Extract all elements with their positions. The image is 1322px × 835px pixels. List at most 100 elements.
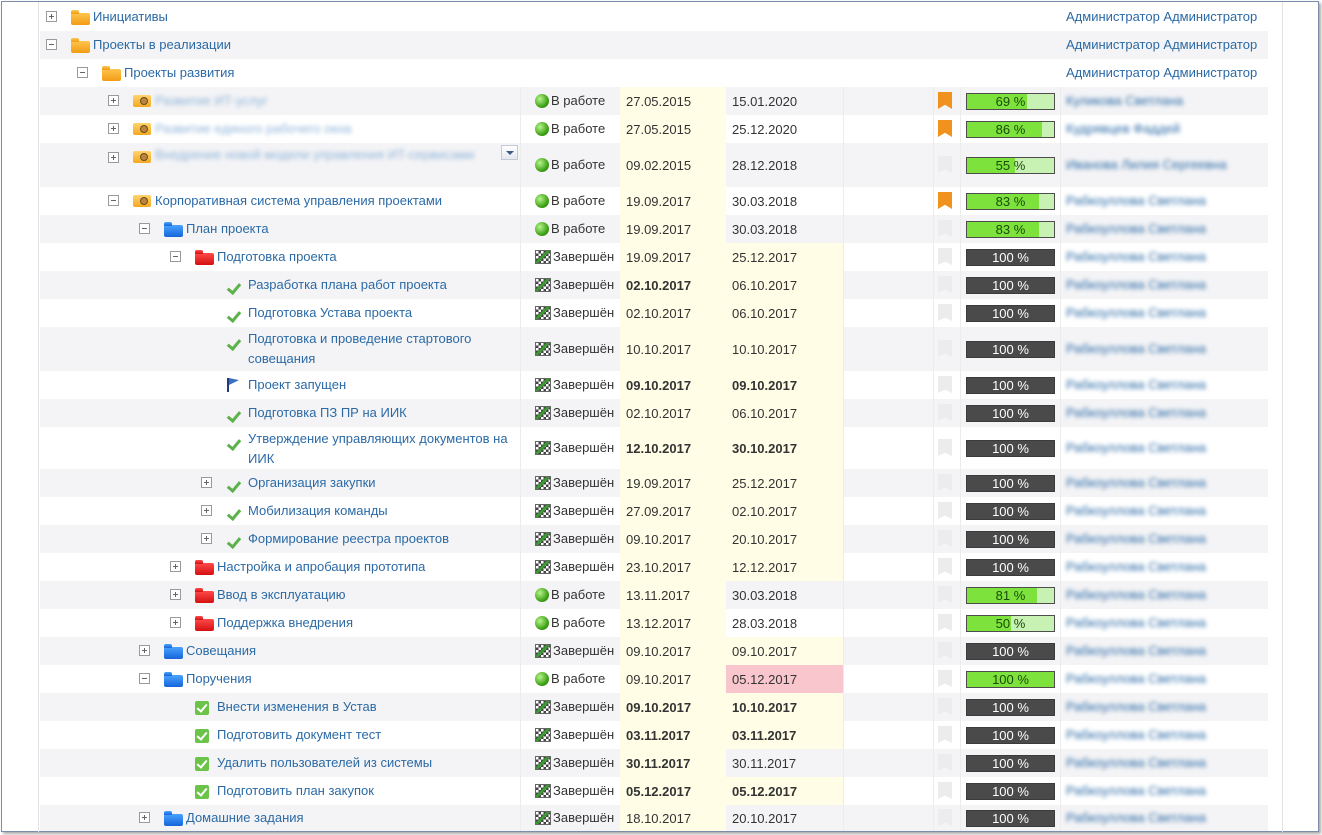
bookmark-icon[interactable] xyxy=(938,782,952,799)
row-title-link[interactable]: Организация закупки xyxy=(248,475,376,490)
owner-link[interactable]: Куликова Светлана xyxy=(1066,93,1184,108)
owner-link[interactable]: Рабкоуллова Светлана xyxy=(1066,305,1207,320)
owner-link[interactable]: Рабкоуллова Светлана xyxy=(1066,755,1207,770)
owner-link[interactable]: Рабкоуллова Светлана xyxy=(1066,475,1207,490)
row-title-link[interactable]: Удалить пользователей из системы xyxy=(217,755,433,770)
row-title-link[interactable]: Внести изменения в Устав xyxy=(217,699,377,714)
row-title-link[interactable]: Поддержка внедрения xyxy=(217,615,353,630)
bookmark-icon[interactable] xyxy=(938,614,952,631)
bookmark-icon[interactable] xyxy=(938,698,952,715)
owner-link[interactable]: Рабкоуллова Светлана xyxy=(1066,643,1207,658)
owner-link[interactable]: Администратор Администратор xyxy=(1066,9,1258,24)
expand-toggle[interactable] xyxy=(201,533,212,544)
row-title-link[interactable]: Домашние задания xyxy=(186,810,304,825)
owner-link[interactable]: Администратор Администратор xyxy=(1066,37,1258,52)
row-title-link[interactable]: Подготовка проекта xyxy=(217,249,337,264)
row-title-link[interactable]: Подготовить план закупок xyxy=(217,783,374,798)
expand-toggle[interactable] xyxy=(170,617,181,628)
expand-toggle[interactable] xyxy=(170,589,181,600)
bookmark-icon[interactable] xyxy=(938,340,952,357)
bookmark-icon[interactable] xyxy=(938,120,952,137)
bookmark-icon[interactable] xyxy=(938,586,952,603)
bookmark-icon[interactable] xyxy=(938,248,952,265)
owner-link[interactable]: Рабкоуллова Светлана xyxy=(1066,587,1207,602)
expand-toggle[interactable] xyxy=(46,11,57,22)
row-title-link[interactable]: Ввод в эксплуатацию xyxy=(217,587,346,602)
owner-link[interactable]: Рабкоуллова Светлана xyxy=(1066,193,1207,208)
bookmark-icon[interactable] xyxy=(938,439,952,456)
owner-link[interactable]: Рабкоуллова Светлана xyxy=(1066,249,1207,264)
bookmark-icon[interactable] xyxy=(938,809,952,826)
row-menu-dropdown[interactable] xyxy=(501,145,518,160)
bookmark-icon[interactable] xyxy=(938,558,952,575)
bookmark-icon[interactable] xyxy=(938,276,952,293)
row-title-link[interactable]: Подготовка Устава проекта xyxy=(248,305,413,320)
owner-link[interactable]: Рабкоуллова Светлана xyxy=(1066,699,1207,714)
owner-link[interactable]: Рабкоуллова Светлана xyxy=(1066,810,1207,825)
row-title-link[interactable]: Поручения xyxy=(186,671,252,686)
owner-link[interactable]: Рабкоуллова Светлана xyxy=(1066,405,1207,420)
owner-link[interactable]: Рабкоуллова Светлана xyxy=(1066,727,1207,742)
expand-toggle[interactable] xyxy=(139,645,150,656)
bookmark-icon[interactable] xyxy=(938,474,952,491)
owner-link[interactable]: Рабкоуллова Светлана xyxy=(1066,671,1207,686)
collapse-toggle[interactable] xyxy=(170,251,181,262)
owner-link[interactable]: Рабкоуллова Светлана xyxy=(1066,531,1207,546)
row-title-link[interactable]: Подготовка ПЗ ПР на ИИК xyxy=(248,405,407,420)
owner-link[interactable]: Рабкоуллова Светлана xyxy=(1066,277,1207,292)
row-title-link[interactable]: Внедрение новой модели управления ИТ-сер… xyxy=(155,147,475,162)
expand-toggle[interactable] xyxy=(108,95,119,106)
bookmark-icon[interactable] xyxy=(938,502,952,519)
expand-toggle[interactable] xyxy=(108,152,119,163)
owner-link[interactable]: Рабкоуллова Светлана xyxy=(1066,559,1207,574)
bookmark-icon[interactable] xyxy=(938,642,952,659)
row-title-link[interactable]: Разработка плана работ проекта xyxy=(248,277,447,292)
row-title-link[interactable]: Проекты в реализации xyxy=(93,37,231,52)
row-title-link[interactable]: Формирование реестра проектов xyxy=(248,531,449,546)
owner-link[interactable]: Рабкоуллова Светлана xyxy=(1066,440,1207,455)
row-title-link[interactable]: Инициативы xyxy=(93,9,168,24)
row-title-link[interactable]: Утверждение управляющих документов на ИИ… xyxy=(248,431,508,466)
expand-toggle[interactable] xyxy=(170,561,181,572)
row-title-link[interactable]: Проект запущен xyxy=(248,377,347,392)
bookmark-icon[interactable] xyxy=(938,92,952,109)
owner-link[interactable]: Рабкоуллова Светлана xyxy=(1066,377,1207,392)
owner-link[interactable]: Рабкоуллова Светлана xyxy=(1066,783,1207,798)
bookmark-icon[interactable] xyxy=(938,220,952,237)
expand-toggle[interactable] xyxy=(139,812,150,823)
expand-toggle[interactable] xyxy=(201,505,212,516)
collapse-toggle[interactable] xyxy=(139,223,150,234)
expand-toggle[interactable] xyxy=(201,477,212,488)
bookmark-icon[interactable] xyxy=(938,530,952,547)
expand-toggle[interactable] xyxy=(108,123,119,134)
row-title-link[interactable]: Настройка и апробация прототипа xyxy=(217,559,426,574)
row-title-link[interactable]: Подготовка и проведение стартового совещ… xyxy=(248,331,472,366)
owner-link[interactable]: Рабкоуллова Светлана xyxy=(1066,341,1207,356)
row-title-link[interactable]: Подготовить документ тест xyxy=(217,727,382,742)
owner-link[interactable]: Иванова Лилия Сергеевна xyxy=(1066,157,1227,172)
owner-link[interactable]: Кудрявцев Фаддей xyxy=(1066,121,1181,136)
owner-link[interactable]: Рабкоуллова Светлана xyxy=(1066,221,1207,236)
bookmark-icon[interactable] xyxy=(938,304,952,321)
owner-link[interactable]: Администратор Администратор xyxy=(1066,65,1258,80)
owner-link[interactable]: Рабкоуллова Светлана xyxy=(1066,615,1207,630)
row-title-link[interactable]: Развитие единого рабочего окна xyxy=(155,121,352,136)
bookmark-icon[interactable] xyxy=(938,404,952,421)
bookmark-icon[interactable] xyxy=(938,156,952,173)
bookmark-icon[interactable] xyxy=(938,754,952,771)
row-title-link[interactable]: Совещания xyxy=(186,643,257,658)
bookmark-icon[interactable] xyxy=(938,726,952,743)
collapse-toggle[interactable] xyxy=(46,39,57,50)
row-title-link[interactable]: Проекты развития xyxy=(124,65,235,80)
owner-link[interactable]: Рабкоуллова Светлана xyxy=(1066,503,1207,518)
bookmark-icon[interactable] xyxy=(938,376,952,393)
collapse-toggle[interactable] xyxy=(139,673,150,684)
row-title-link[interactable]: План проекта xyxy=(186,221,269,236)
collapse-toggle[interactable] xyxy=(108,195,119,206)
collapse-toggle[interactable] xyxy=(77,67,88,78)
row-title-link[interactable]: Мобилизация команды xyxy=(248,503,388,518)
bookmark-icon[interactable] xyxy=(938,670,952,687)
bookmark-icon[interactable] xyxy=(938,192,952,209)
row-title-link[interactable]: Развитие ИТ-услуг xyxy=(155,93,268,108)
row-title-link[interactable]: Корпоративная система управления проекта… xyxy=(155,193,443,208)
